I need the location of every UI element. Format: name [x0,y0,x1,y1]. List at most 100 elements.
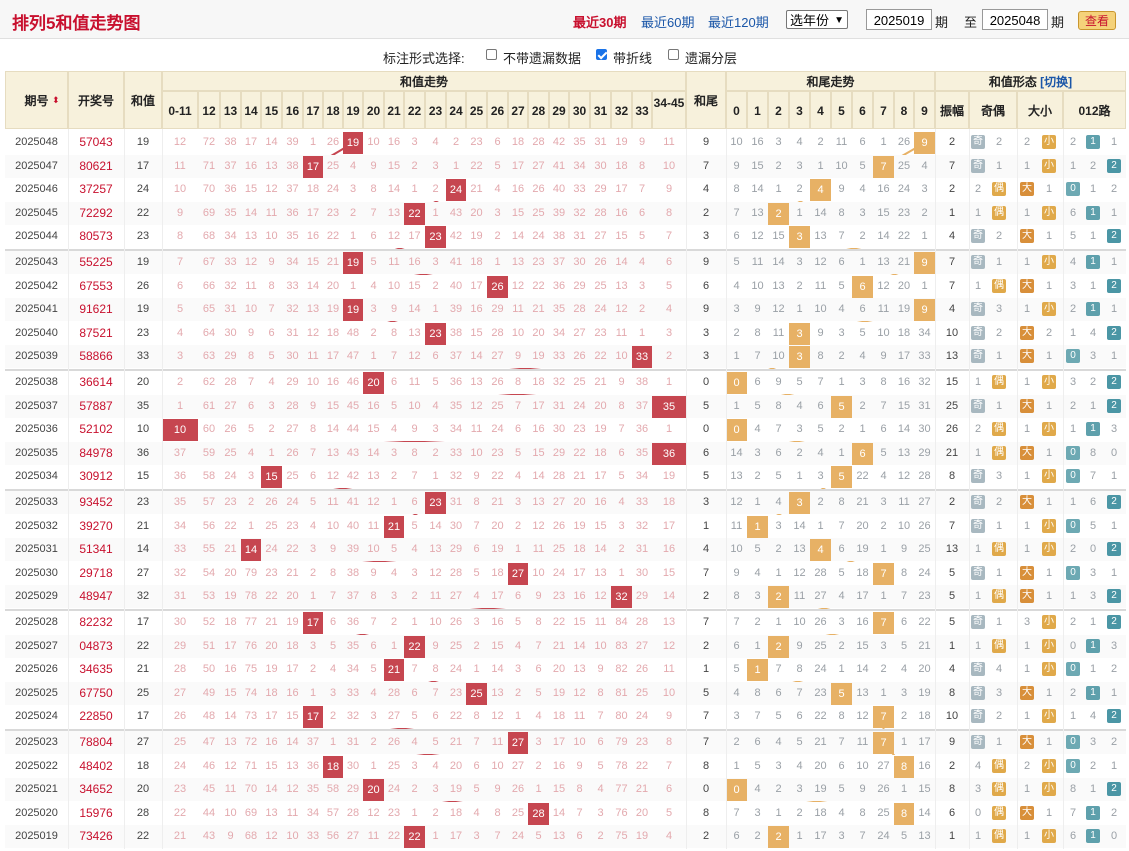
omission-cell: 21 [491,496,504,508]
tail-omission-cell: 16 [856,616,869,628]
omission-cell: 9 [535,590,542,603]
tail-omission-cell: 3 [859,206,866,219]
polyline-label[interactable]: 带折线 [613,51,653,66]
omission-cell: 22 [224,519,237,532]
omission-cell: 36 [286,206,299,219]
tail-omission-cell: 27 [918,496,931,508]
omission-cell: 22 [491,470,504,483]
omission-cell: 28 [387,686,401,699]
amplitude-cell: 5 [948,590,956,603]
recent-120-link[interactable]: 最近120期 [708,15,769,30]
omission-cell: 16 [387,136,401,148]
to-period-input[interactable]: 2025048 [982,9,1048,30]
omission-cell: 17 [594,470,607,483]
omission-cell: 19 [573,519,586,532]
omission-layer-checkbox[interactable] [668,49,679,60]
tail-omission-cell: 5 [775,470,782,483]
number-cell: 82232 [79,615,113,629]
omission-cell: 45 [202,783,216,796]
sort-arrows-icon[interactable]: ⬍ [52,95,60,105]
no-omission-label[interactable]: 不带遗漏数据 [503,51,582,66]
period-header[interactable]: 期号 [5,71,68,129]
period-cell: 2025048 [15,136,58,148]
omission-cell: 16 [367,399,380,412]
road-omission: 2 [1110,806,1118,819]
omission-cell: 6 [576,830,583,843]
road-omission: 1 [1069,496,1077,508]
omission-cell: 76 [615,806,628,819]
omission-cell: 11 [408,376,421,388]
omission-cell: 4 [473,590,480,603]
omission-cell: 32 [552,376,566,388]
polyline-checkbox[interactable] [596,49,607,60]
big-small-omission: 1 [1045,183,1053,196]
even-badge: 偶 [992,542,1006,557]
omission-cell: 11 [663,663,675,676]
big-badge: 大 [1020,805,1034,820]
tail-omission-cell: 1 [838,376,845,388]
omission-cell: 8 [268,279,275,292]
omission-cell: 6 [176,279,184,292]
tail-marker: 5 [831,395,852,418]
tail-omission-cell: 11 [772,326,785,339]
query-button[interactable]: 查看 [1078,11,1116,30]
tail-omission-cell: 3 [838,830,845,843]
omission-cell: 27 [635,639,649,652]
sum-marker: 10 [162,419,198,442]
tail-omission-cell: 27 [877,759,890,772]
omission-cell: 12 [429,566,442,579]
road-2-badge: 2 [1107,495,1121,509]
sum-marker: 17 [303,706,323,729]
omission-cell: 16 [224,663,237,676]
group-separator [5,369,1126,371]
omission-cell: 1 [247,519,255,532]
omission-cell: 19 [326,303,340,316]
sum-col-header: 32 [611,91,632,129]
road-0-badge: 0 [1066,518,1080,533]
table-row [5,801,1126,825]
big-small-omission: 2 [1045,326,1053,339]
road-0-badge: 0 [1066,758,1080,773]
sum-col-header: 30 [569,91,590,129]
omission-cell: 27 [511,759,525,772]
road-omission: 4 [1069,256,1077,268]
table-row [5,538,1126,562]
omission-cell: 6 [665,256,673,268]
omission-cell: 10 [244,303,258,316]
omission-cell: 25 [326,159,340,172]
year-select[interactable]: 选年份 ▼ [786,10,848,29]
omission-cell: 19 [615,136,628,148]
tail-omission-cell: 34 [918,326,931,339]
recent-60-link[interactable]: 最近60期 [641,15,695,30]
tail-cell: 7 [702,736,710,748]
tail-omission-cell: 16 [751,136,764,148]
tail-omission-cell: 23 [897,206,911,219]
omission-cell: 72 [202,136,216,148]
recent-30-link[interactable]: 最近30期 [573,15,627,30]
odd-badge: 奇 [971,518,985,533]
odd-even-omission: 2 [995,496,1003,508]
omission-cell: 3 [411,136,418,148]
omission-cell: 35 [346,639,360,652]
tail-omission-cell: 1 [921,279,928,292]
tail-marker: 3 [789,346,810,369]
omission-cell: 2 [349,206,357,219]
tail-marker: 5 [831,682,852,705]
table-row [5,491,1126,514]
omission-cell: 10 [408,399,421,412]
omission-cell: 75 [244,663,258,676]
tail-marker: 2 [768,586,789,609]
omission-cell: 42 [346,470,360,483]
period-cell: 2025026 [15,663,58,676]
period-cell: 2025024 [15,710,58,723]
omission-cell: 22 [326,230,340,243]
omission-cell: 19 [662,470,676,483]
switch-link[interactable]: [切换] [1036,75,1073,89]
from-period-input[interactable]: 2025019 [866,9,932,30]
no-omission-checkbox[interactable] [486,49,497,60]
omission-cell: 24 [491,423,504,436]
omission-layer-label[interactable]: 遗漏分层 [685,51,738,66]
omission-cell: 25 [594,279,607,292]
omission-cell: 20 [552,663,566,676]
road-omission: 7 [1069,806,1077,819]
